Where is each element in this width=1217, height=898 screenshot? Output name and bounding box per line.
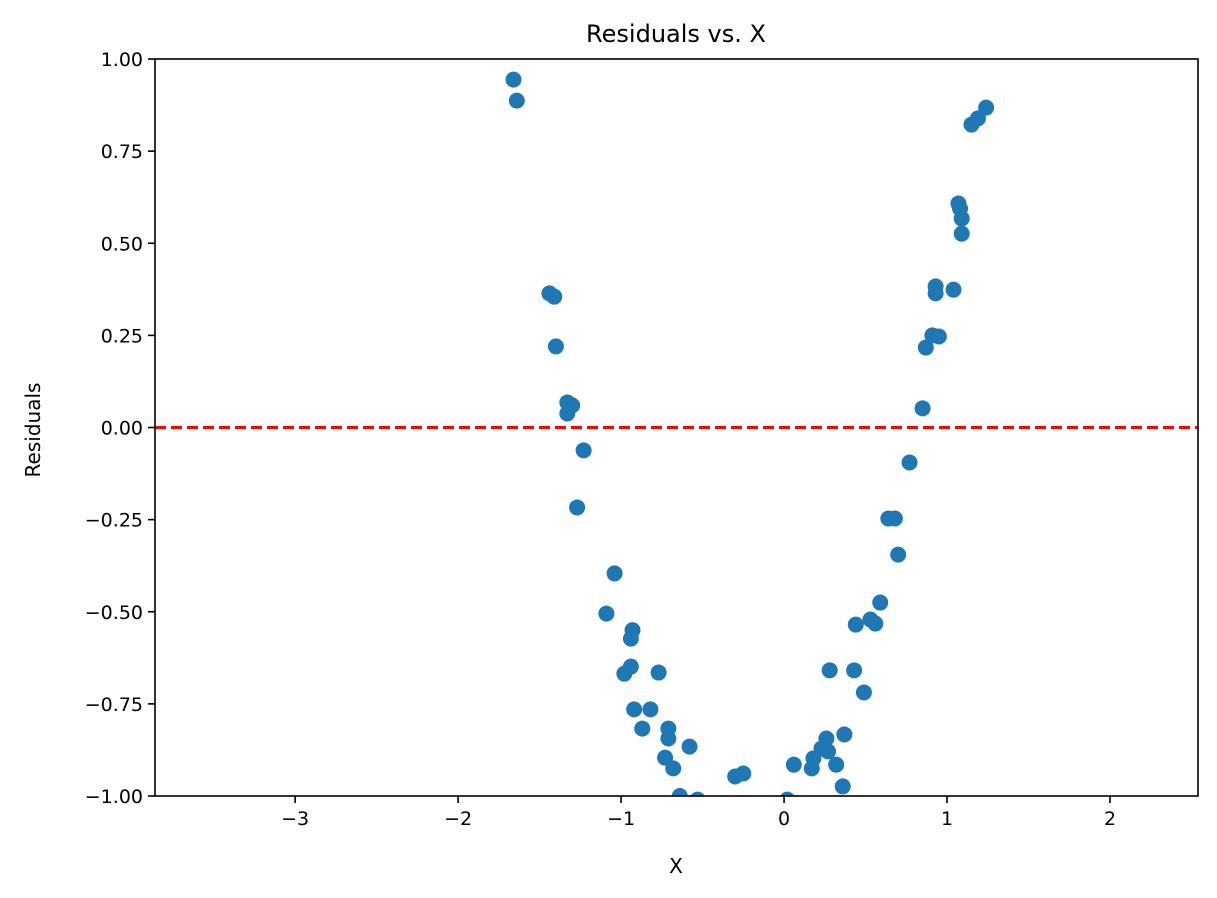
data-point bbox=[945, 281, 962, 298]
x-tick-label: −3 bbox=[281, 808, 309, 830]
y-tick-label: −0.50 bbox=[85, 602, 143, 624]
y-tick-label: −0.25 bbox=[85, 510, 143, 532]
data-point bbox=[598, 605, 615, 622]
data-point bbox=[508, 92, 525, 109]
data-point bbox=[681, 738, 698, 755]
data-point bbox=[559, 405, 576, 422]
data-point bbox=[828, 756, 845, 773]
y-tick-label: 0.25 bbox=[101, 325, 143, 347]
data-point bbox=[546, 288, 563, 305]
data-point bbox=[634, 720, 651, 737]
data-point bbox=[836, 726, 853, 743]
data-point bbox=[642, 701, 659, 718]
data-point bbox=[953, 225, 970, 242]
data-point bbox=[606, 565, 623, 582]
data-point bbox=[914, 400, 931, 417]
data-point bbox=[978, 99, 995, 116]
x-tick-label: −2 bbox=[444, 808, 472, 830]
x-tick-label: −1 bbox=[607, 808, 635, 830]
data-point bbox=[547, 338, 564, 355]
data-point bbox=[780, 791, 795, 796]
data-point bbox=[660, 730, 677, 747]
data-point bbox=[818, 730, 835, 747]
x-axis-label: X bbox=[669, 854, 683, 878]
data-point bbox=[735, 765, 752, 782]
data-point bbox=[820, 743, 837, 760]
x-tick-label: 1 bbox=[941, 808, 953, 830]
data-point bbox=[616, 665, 633, 682]
data-point bbox=[785, 756, 802, 773]
y-tick-label: −1.00 bbox=[85, 786, 143, 808]
data-point bbox=[569, 499, 586, 516]
data-point bbox=[846, 662, 863, 679]
data-point bbox=[927, 285, 944, 302]
y-tick-label: −0.75 bbox=[85, 694, 143, 716]
data-point bbox=[901, 454, 918, 471]
data-point bbox=[665, 760, 682, 777]
data-point bbox=[626, 701, 643, 718]
y-axis-label: Residuals bbox=[21, 383, 45, 478]
data-point bbox=[930, 328, 947, 345]
data-point bbox=[690, 791, 705, 796]
x-tick-label: 2 bbox=[1104, 808, 1116, 830]
chart-title: Residuals vs. X bbox=[586, 20, 766, 48]
data-point bbox=[671, 788, 688, 796]
y-tick-label: 0.00 bbox=[101, 418, 143, 440]
y-tick-label: 1.00 bbox=[101, 49, 143, 71]
data-point bbox=[650, 664, 667, 681]
data-point bbox=[622, 630, 639, 647]
data-point bbox=[505, 71, 522, 88]
data-point bbox=[953, 210, 970, 227]
data-point bbox=[575, 442, 592, 459]
x-tick-label: 0 bbox=[778, 808, 790, 830]
data-point bbox=[872, 594, 889, 611]
data-point bbox=[855, 684, 872, 701]
data-point bbox=[917, 339, 934, 356]
y-tick-label: 0.75 bbox=[101, 141, 143, 163]
data-point bbox=[847, 616, 864, 633]
data-point bbox=[890, 546, 907, 563]
data-point bbox=[821, 662, 838, 679]
data-point bbox=[834, 778, 851, 795]
data-point bbox=[867, 615, 884, 632]
data-point bbox=[886, 510, 903, 527]
y-tick-label: 0.50 bbox=[101, 233, 143, 255]
